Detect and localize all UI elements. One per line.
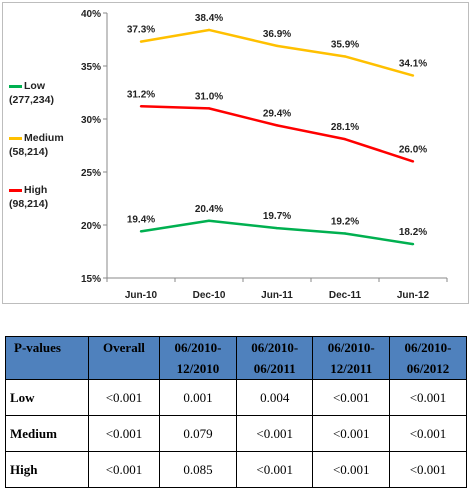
data-point <box>139 105 143 108</box>
header-cell: Overall <box>88 336 160 380</box>
data-label: 37.3% <box>127 25 155 36</box>
legend-label-high: High <box>24 184 48 196</box>
x-tick-label: Jun-12 <box>397 290 430 301</box>
table-cell: <0.001 <box>389 451 467 488</box>
table-cell: <0.001 <box>312 415 391 452</box>
series-line-low <box>140 219 414 246</box>
table-cell: 0.085 <box>159 451 237 488</box>
y-tick-label: 15% <box>81 274 101 285</box>
legend-swatch-high <box>9 189 22 192</box>
header-cell: P-values <box>5 336 89 380</box>
y-tick-label: 20% <box>81 221 101 232</box>
data-point <box>275 226 279 230</box>
y-tick-label: 40% <box>81 9 101 20</box>
table-cell: 0.004 <box>235 379 314 416</box>
legend-label-medium: Medium <box>24 132 64 144</box>
legend-count-low: (277,234) <box>9 94 54 106</box>
data-point <box>139 40 143 43</box>
data-label: 18.2% <box>399 227 427 238</box>
table-cell: <0.001 <box>312 379 391 416</box>
p-values-table: P-values Overall 06/2010-12/2010 06/2010… <box>5 336 467 488</box>
legend-count-high: (98,214) <box>9 198 49 210</box>
header-cell: 06/2010-12/2011 <box>312 336 391 380</box>
x-tick-label: Jun-10 <box>125 290 158 301</box>
legend-label-low: Low <box>24 80 45 92</box>
data-label: 31.0% <box>195 91 223 102</box>
table-cell: 0.001 <box>159 379 237 416</box>
data-label: 19.7% <box>263 211 291 222</box>
header-cell: 06/2010-12/2010 <box>159 336 237 380</box>
data-label: 26.0% <box>399 144 427 155</box>
data-label: 20.4% <box>195 204 223 215</box>
data-point <box>411 74 415 77</box>
table-cell: <0.001 <box>389 379 467 416</box>
data-point <box>275 124 279 127</box>
chart-area: 15% 20% 25% 30% 35% 40% Jun-10 Dec-10 Jun-11 Dec-… <box>2 2 469 304</box>
header-cell: 06/2010-06/2011 <box>235 336 314 380</box>
data-point <box>139 230 143 233</box>
y-tick-label: 35% <box>81 62 101 73</box>
table-cell: <0.001 <box>312 451 391 488</box>
data-label: 35.9% <box>331 39 359 50</box>
legend-swatch-medium <box>9 137 22 140</box>
data-point <box>275 44 279 48</box>
table-cell: 0.079 <box>159 415 237 452</box>
data-label: 19.4% <box>127 214 155 225</box>
y-tick-label: 30% <box>81 115 101 126</box>
data-point <box>207 28 211 32</box>
data-point <box>207 219 211 222</box>
table-row: Medium <0.001 0.079 <0.001 <0.001 <0.001 <box>5 415 467 452</box>
legend-count-medium: (58,214) <box>9 146 49 158</box>
data-label: 34.1% <box>399 59 427 70</box>
data-label: 36.9% <box>263 29 291 40</box>
header-cell: 06/2010-06/2012 <box>389 336 467 380</box>
data-label: 28.1% <box>331 122 359 133</box>
table-cell: <0.001 <box>235 451 314 488</box>
table-row: Low <0.001 0.001 0.004 <0.001 <0.001 <box>5 379 467 416</box>
line-chart: 15% 20% 25% 30% 35% 40% Jun-10 Dec-10 Jun-11 Dec-… <box>81 9 448 301</box>
x-tick-label: Dec-10 <box>193 290 226 301</box>
data-point <box>411 242 415 246</box>
data-point <box>411 160 415 163</box>
data-label: 31.2% <box>127 89 155 100</box>
data-point <box>343 137 347 141</box>
table-cell: <0.001 <box>389 415 467 452</box>
data-label: 19.2% <box>331 216 359 227</box>
row-label: High <box>5 451 89 488</box>
table-row: High <0.001 0.085 <0.001 <0.001 <0.001 <box>5 451 467 488</box>
data-label: 38.4% <box>195 13 223 24</box>
table-cell: <0.001 <box>88 415 160 452</box>
row-label: Low <box>5 379 89 416</box>
table-cell: <0.001 <box>88 451 160 488</box>
x-tick-label: Jun-11 <box>261 290 293 301</box>
data-point <box>207 107 211 110</box>
table-cell: <0.001 <box>235 415 314 452</box>
data-label: 29.4% <box>263 108 291 119</box>
x-tick-label: Dec-11 <box>329 290 362 301</box>
data-point <box>343 55 347 58</box>
table-cell: <0.001 <box>88 379 160 416</box>
legend-swatch-low <box>9 85 22 88</box>
data-point <box>343 232 347 235</box>
y-tick-label: 25% <box>81 168 101 179</box>
row-label: Medium <box>5 415 89 452</box>
table-header-row: P-values Overall 06/2010-12/2010 06/2010… <box>5 336 467 380</box>
